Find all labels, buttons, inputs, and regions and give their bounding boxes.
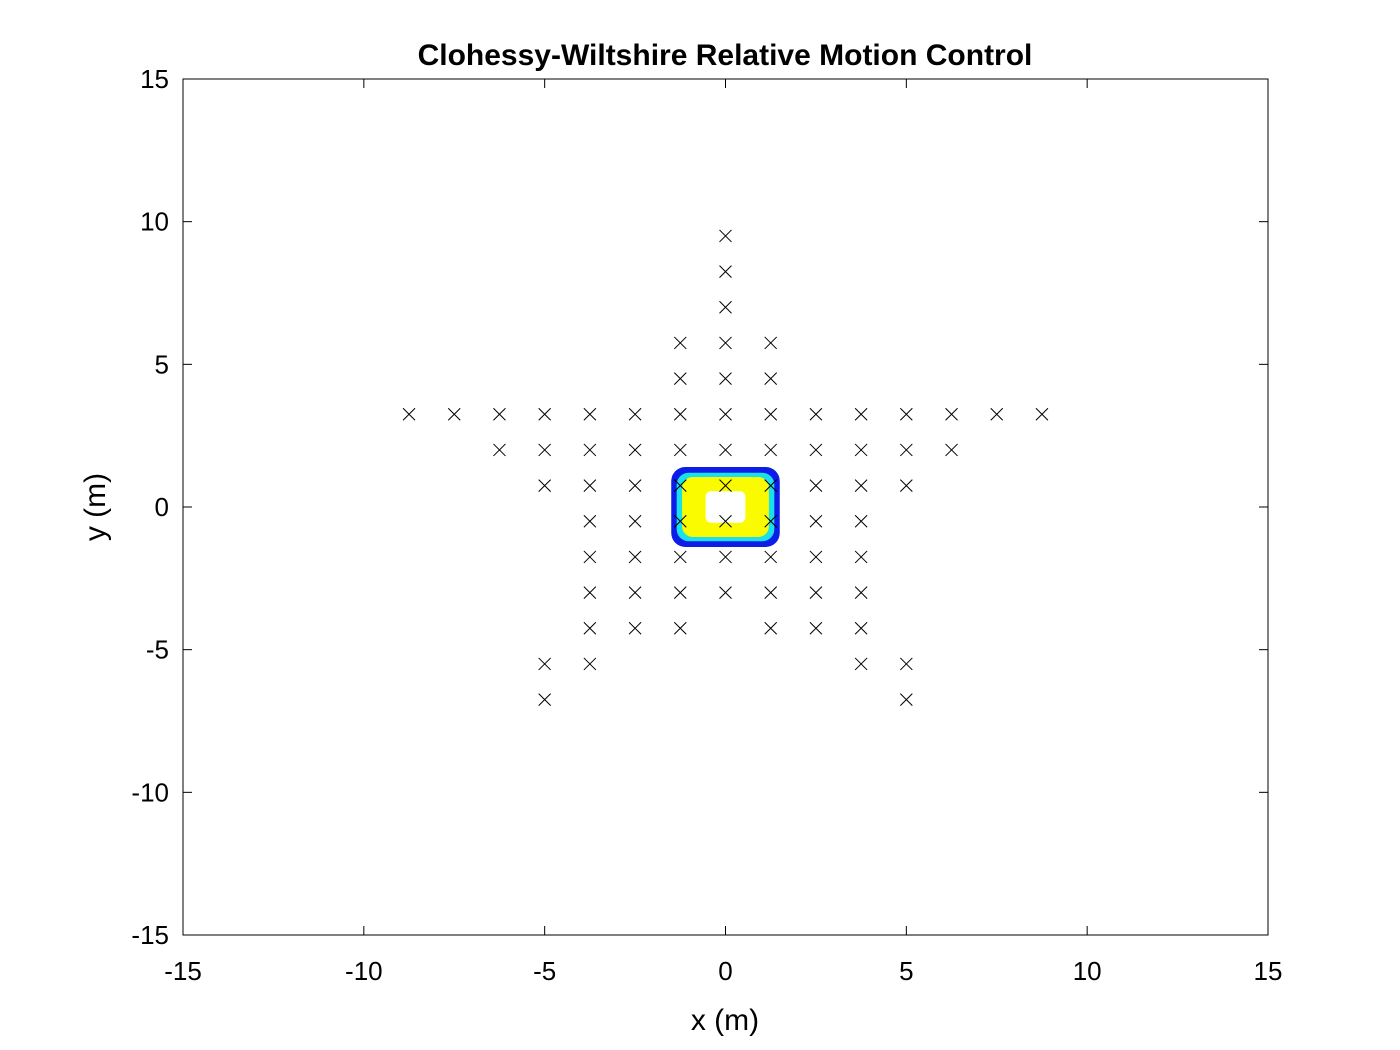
data-point (809, 479, 823, 492)
data-point (538, 479, 552, 492)
data-point (764, 336, 778, 350)
data-point (764, 621, 778, 635)
data-point (899, 693, 913, 706)
data-point (1035, 407, 1049, 421)
data-point (402, 407, 416, 421)
data-point (673, 479, 687, 492)
y-tick-label: 0 (155, 492, 169, 522)
data-point (583, 443, 597, 457)
x-tick-label: 10 (1073, 956, 1102, 986)
data-point (854, 479, 868, 492)
data-point (719, 229, 732, 243)
data-point (628, 479, 642, 492)
data-point (583, 621, 597, 635)
x-axis-label: x (m) (691, 1004, 759, 1037)
x-tick-label: -5 (533, 956, 556, 986)
data-point (854, 550, 868, 564)
contour-region (671, 467, 780, 547)
data-point (764, 514, 778, 528)
data-point (719, 586, 732, 599)
data-point (719, 479, 732, 492)
x-tick-label: -10 (345, 956, 383, 986)
data-point (719, 443, 732, 457)
data-point (538, 407, 552, 421)
data-point (583, 479, 597, 492)
data-point (719, 514, 732, 528)
y-tick-label: -15 (131, 920, 169, 950)
data-point (628, 550, 642, 564)
data-point (899, 479, 913, 492)
axis-ticks: -15 -10 -5 0 5 10 15 15 10 5 0 -5 -10 -15 (131, 64, 1282, 986)
x-tick-label: 5 (899, 956, 913, 986)
data-point (583, 586, 597, 599)
y-tick-label: 5 (155, 349, 169, 379)
data-point (673, 443, 687, 457)
x-tick-label: -15 (164, 956, 202, 986)
data-point (809, 621, 823, 635)
data-point (673, 407, 687, 421)
data-point (764, 550, 778, 564)
data-point (854, 407, 868, 421)
data-point (673, 336, 687, 350)
data-point (945, 407, 958, 421)
data-point (764, 479, 778, 492)
data-point (809, 586, 823, 599)
x-tick-label: 15 (1254, 956, 1283, 986)
data-point (764, 443, 778, 457)
data-point (673, 372, 687, 385)
data-point (854, 586, 868, 599)
data-point (719, 550, 732, 564)
y-tick-label: 15 (140, 64, 169, 94)
data-point (538, 693, 552, 706)
y-tick-label: -10 (131, 777, 169, 807)
data-point (673, 550, 687, 564)
y-tick-label: -5 (146, 635, 169, 665)
data-point (854, 621, 868, 635)
data-point (628, 443, 642, 457)
data-point (493, 407, 506, 421)
data-point (854, 657, 868, 671)
data-point (809, 550, 823, 564)
data-point (899, 407, 913, 421)
data-point (764, 586, 778, 599)
data-point (809, 407, 823, 421)
data-point (583, 514, 597, 528)
data-point (899, 443, 913, 457)
data-point (719, 300, 732, 314)
data-point (854, 514, 868, 528)
data-point (628, 407, 642, 421)
data-point (583, 657, 597, 671)
data-point (945, 443, 958, 457)
data-point (673, 621, 687, 635)
data-point (583, 550, 597, 564)
data-point (990, 407, 1004, 421)
data-point (538, 657, 552, 671)
data-point (719, 407, 732, 421)
data-point (447, 407, 461, 421)
data-point (764, 372, 778, 385)
data-point (493, 443, 506, 457)
data-point (764, 407, 778, 421)
x-tick-label: 0 (718, 956, 732, 986)
scatter-markers (402, 229, 1049, 706)
data-point (583, 407, 597, 421)
data-point (809, 514, 823, 528)
data-point (673, 514, 687, 528)
data-point (628, 514, 642, 528)
data-point (719, 336, 732, 350)
data-point (538, 443, 552, 457)
data-point (628, 586, 642, 599)
y-axis-label: y (m) (79, 473, 112, 541)
contour-level-4 (705, 491, 746, 523)
data-point (673, 586, 687, 599)
data-point (719, 265, 732, 278)
data-point (719, 372, 732, 385)
data-point (809, 443, 823, 457)
data-point (899, 657, 913, 671)
data-point (854, 443, 868, 457)
chart-title: Clohessy-Wiltshire Relative Motion Contr… (418, 39, 1033, 72)
data-point (628, 621, 642, 635)
y-tick-label: 10 (140, 207, 169, 237)
